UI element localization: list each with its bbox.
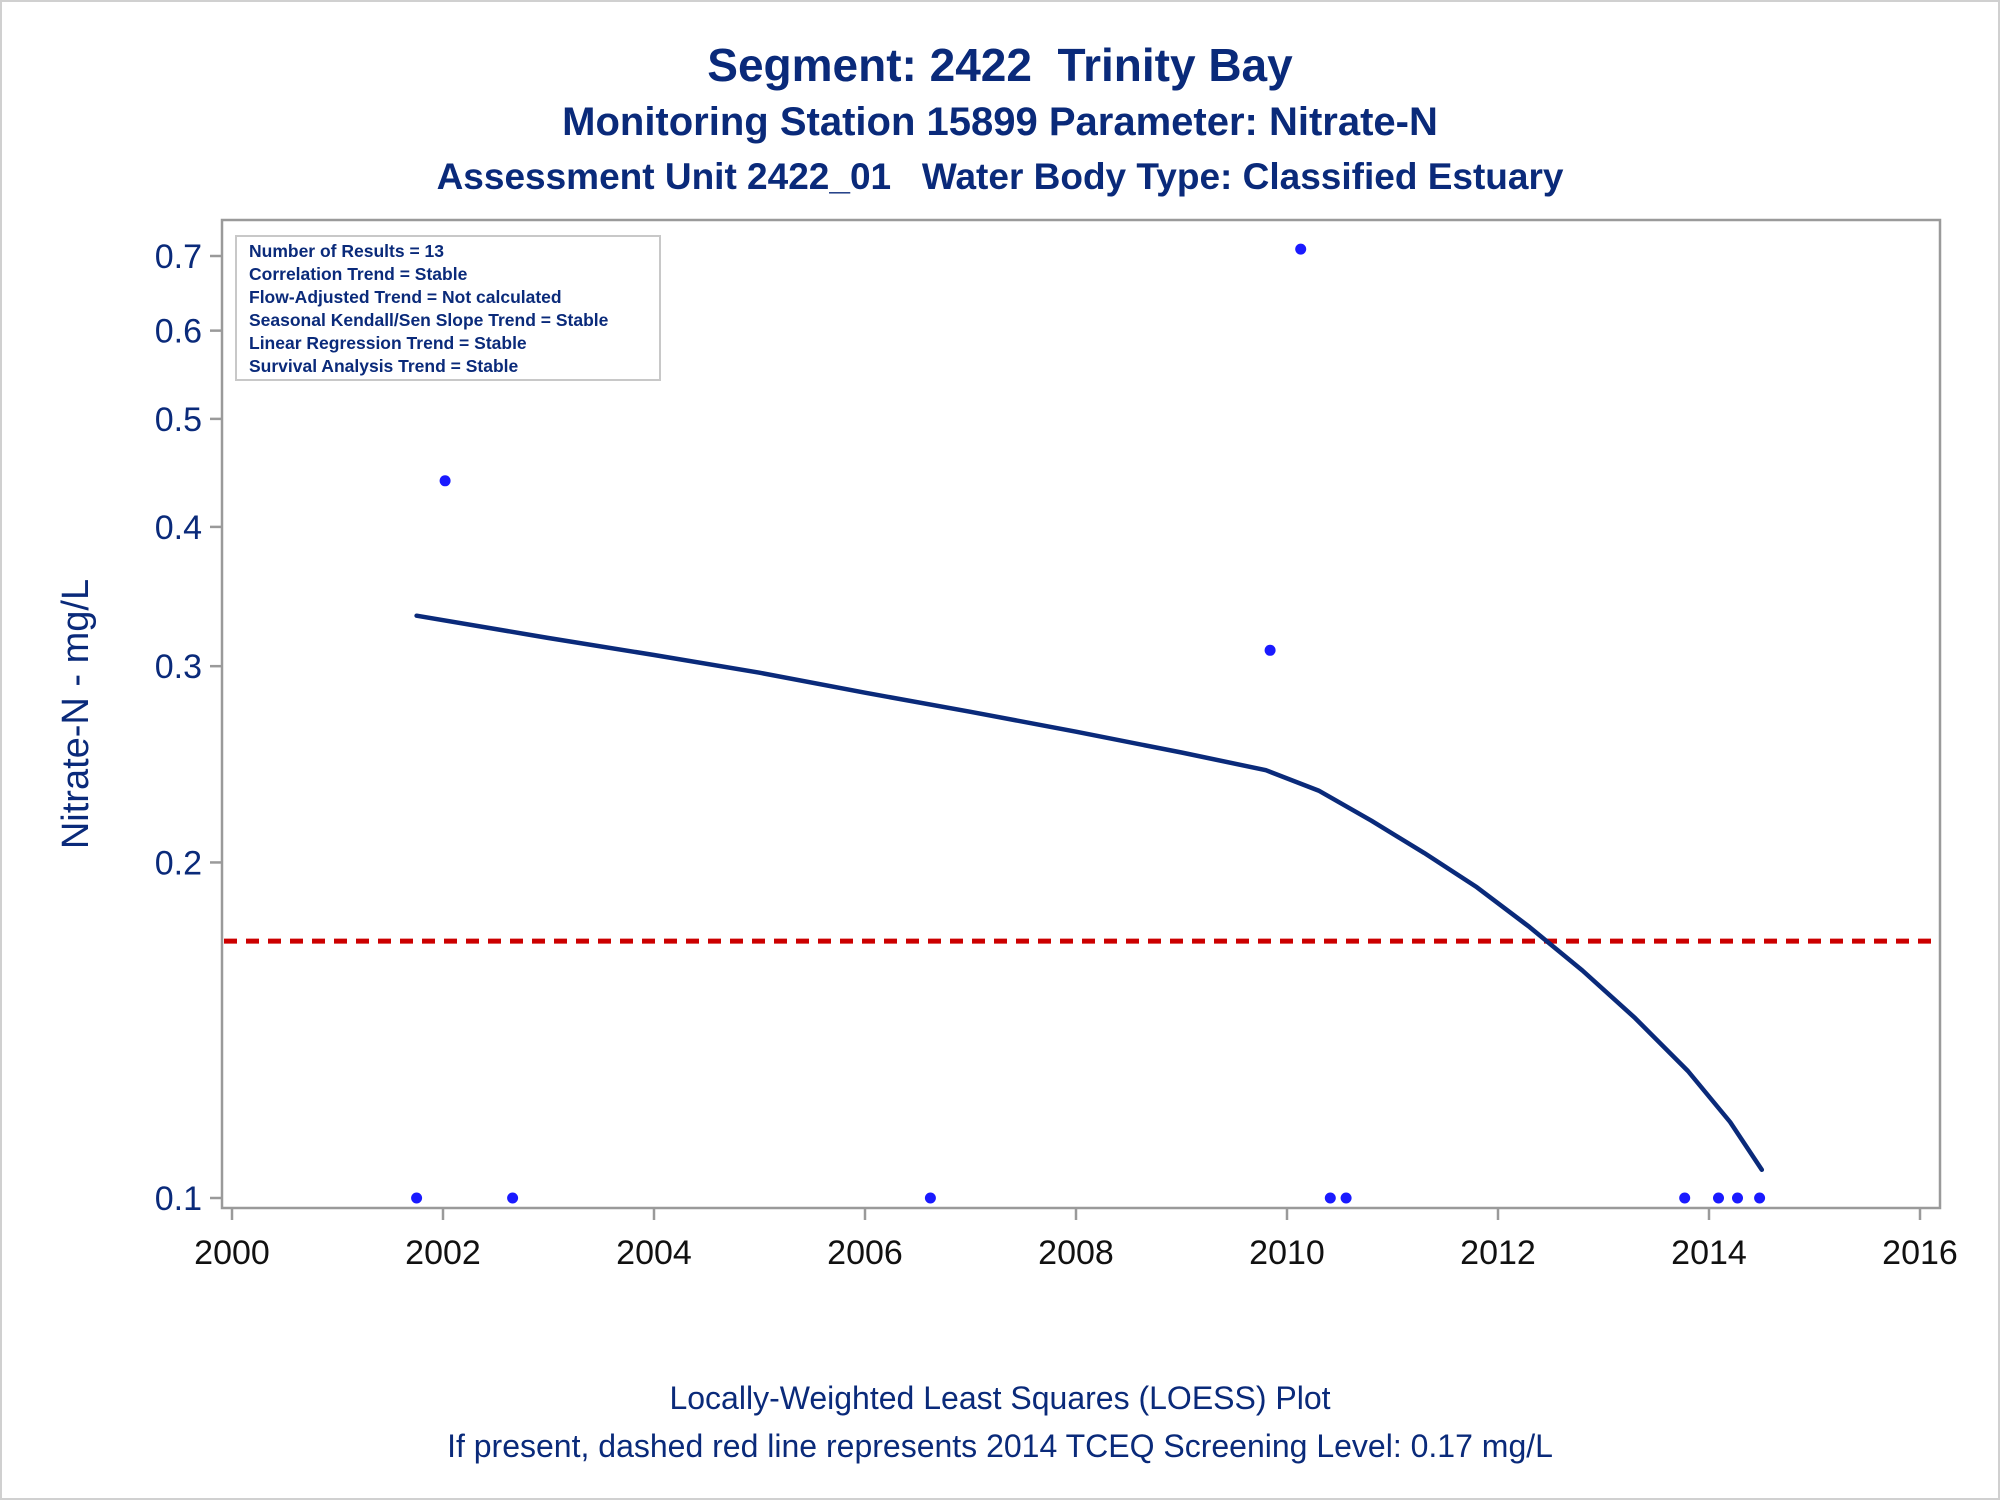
x-tick-label-2010: 2010 [1249,1234,1325,1272]
y-tick-label-0.7: 0.7 [155,238,202,276]
y-tick-label-0.3: 0.3 [155,648,202,686]
loess-group [414,613,1765,1173]
data-point-9 [1340,1192,1352,1204]
y-tick-label-0.1: 0.1 [155,1180,202,1218]
y-tick-label-0.5: 0.5 [155,401,202,439]
stat-survival-analysis-trend: Survival Analysis Trend = Stable [249,356,519,376]
data-point-12 [1732,1192,1743,1204]
data-point-11 [1713,1192,1724,1204]
x-tick-label-2004: 2004 [616,1234,692,1272]
chart-title: Segment: 2422 Trinity Bay [707,39,1293,91]
data-point-7 [1295,243,1307,255]
y-axis: 0.1 0.2 0.3 0.4 0.5 0.6 0.7 [155,238,222,1218]
x-tick-label-2006: 2006 [827,1234,903,1272]
stat-number-of-results: Number of Results = 13 [249,241,444,261]
stat-linear-regression-trend: Linear Regression Trend = Stable [249,333,527,353]
y-axis-label: Nitrate-N - mg/L [55,579,97,849]
x-tick-label-2012: 2012 [1460,1234,1536,1272]
stat-flow-adjusted-trend: Flow-Adjusted Trend = Not calculated [249,287,562,307]
data-point-8 [1324,1192,1336,1204]
chart-subtitle-station: Monitoring Station 15899 Parameter: Nitr… [562,100,1438,144]
stat-seasonal-kendall-trend: Seasonal Kendall/Sen Slope Trend = Stabl… [249,310,609,330]
loess-curve [414,613,1765,1173]
trend-statistics-box: Number of Results = 13 Correlation Trend… [235,235,661,381]
footnote-plot-type: Locally-Weighted Least Squares (LOESS) P… [669,1380,1331,1416]
footnote-screening-level: If present, dashed red line represents 2… [447,1428,1553,1464]
stat-correlation-trend: Correlation Trend = Stable [249,264,468,284]
x-tick-label-2016: 2016 [1882,1234,1958,1272]
x-tick-label-2008: 2008 [1038,1234,1114,1272]
data-point-1 [411,1192,423,1204]
plot-area-frame [220,218,1942,1210]
data-point-13 [1754,1192,1766,1204]
data-point-4 [507,1192,519,1204]
data-point-6 [1264,644,1276,656]
y-tick-label-0.4: 0.4 [155,509,202,547]
data-point-10 [1679,1192,1691,1204]
y-tick-label-0.2: 0.2 [155,844,202,882]
chart-subtitle-assessment: Assessment Unit 2422_01 Water Body Type:… [436,156,1564,197]
x-tick-label-2014: 2014 [1671,1234,1747,1272]
x-axis: 2000 2002 2004 2006 2008 2010 2012 2014 2016 [194,1208,1958,1272]
y-tick-label-0.6: 0.6 [155,313,202,351]
data-point-2 [439,475,451,487]
x-tick-label-2002: 2002 [405,1234,481,1272]
data-points-group [411,236,1766,1204]
data-point-5 [924,1192,936,1204]
x-tick-label-2000: 2000 [194,1234,270,1272]
